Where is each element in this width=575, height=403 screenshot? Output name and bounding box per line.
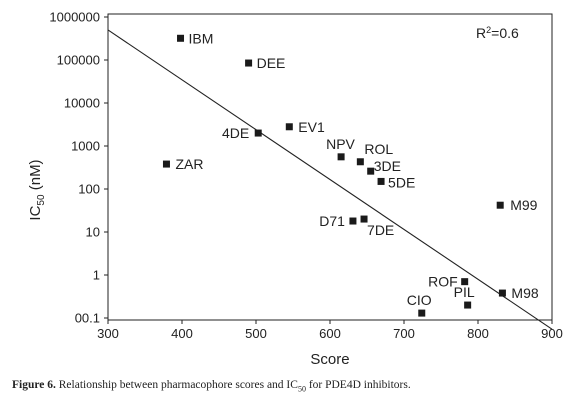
data-point-marker bbox=[337, 153, 345, 161]
data-point-label: M98 bbox=[511, 285, 538, 301]
data-point-label: D71 bbox=[319, 213, 345, 229]
data-point-label: ZAR bbox=[175, 156, 203, 172]
caption-text: Relationship between pharmacophore score… bbox=[55, 379, 298, 391]
data-point-label: EV1 bbox=[298, 119, 325, 135]
data-point-marker bbox=[377, 177, 385, 185]
x-tick-label: 700 bbox=[393, 326, 415, 341]
data-point-marker bbox=[461, 278, 469, 286]
data-point-marker bbox=[245, 59, 253, 67]
y-tick-label: 100 bbox=[78, 182, 100, 197]
data-point-label: ROF bbox=[428, 274, 458, 290]
x-tick-label: 900 bbox=[541, 326, 563, 341]
data-point-label: IBM bbox=[189, 30, 214, 46]
x-tick-label: 600 bbox=[319, 326, 341, 341]
data-point-label: 7DE bbox=[367, 222, 394, 238]
data-point-marker bbox=[162, 160, 170, 168]
data-point-label: M99 bbox=[510, 197, 537, 213]
y-tick-label: 00.1 bbox=[75, 311, 100, 326]
data-point-marker bbox=[360, 215, 368, 223]
caption-text-end: for PDE4D inhibitors. bbox=[305, 379, 411, 391]
x-tick-label: 500 bbox=[245, 326, 267, 341]
data-point-label: 3DE bbox=[374, 158, 401, 174]
figure-label: Figure 6. bbox=[12, 379, 56, 391]
x-tick-label: 800 bbox=[467, 326, 489, 341]
data-point-marker bbox=[496, 201, 504, 209]
data-point-label: DEE bbox=[257, 55, 286, 71]
data-point-label: CIO bbox=[407, 292, 432, 308]
data-point-marker bbox=[254, 129, 262, 137]
data-point-marker bbox=[464, 301, 472, 309]
data-point-label: 5DE bbox=[388, 174, 415, 190]
r-squared-annotation: R2=0.6 bbox=[476, 25, 519, 41]
data-point-marker bbox=[498, 289, 506, 297]
y-tick-label: 10000 bbox=[64, 96, 100, 111]
x-tick-label: 300 bbox=[97, 326, 119, 341]
data-point-marker bbox=[418, 309, 426, 317]
y-tick-label: 1 bbox=[93, 268, 100, 283]
trend-line bbox=[107, 29, 553, 330]
y-tick-label: 1000000 bbox=[49, 10, 100, 25]
y-tick-label: 10 bbox=[86, 225, 100, 240]
data-point-marker bbox=[349, 217, 357, 225]
x-axis-label: Score bbox=[310, 351, 349, 368]
data-point-marker bbox=[177, 34, 185, 42]
x-tick-label: 400 bbox=[171, 326, 193, 341]
data-point-marker bbox=[367, 167, 375, 175]
y-axis-label: IC50 (nM) bbox=[27, 159, 47, 220]
data-point-label: 4DE bbox=[222, 125, 249, 141]
data-point-label: NPV bbox=[326, 136, 355, 152]
data-point-marker bbox=[356, 158, 364, 166]
data-point-label: ROL bbox=[364, 141, 393, 157]
y-tick-label: 100000 bbox=[57, 53, 100, 68]
caption-subscript: 50 bbox=[297, 384, 306, 394]
figure-caption: Figure 6. Relationship between pharmacop… bbox=[12, 379, 567, 393]
data-point-marker bbox=[285, 123, 293, 131]
y-tick-label: 1000 bbox=[71, 139, 100, 154]
data-point-label: PIL bbox=[454, 284, 475, 300]
